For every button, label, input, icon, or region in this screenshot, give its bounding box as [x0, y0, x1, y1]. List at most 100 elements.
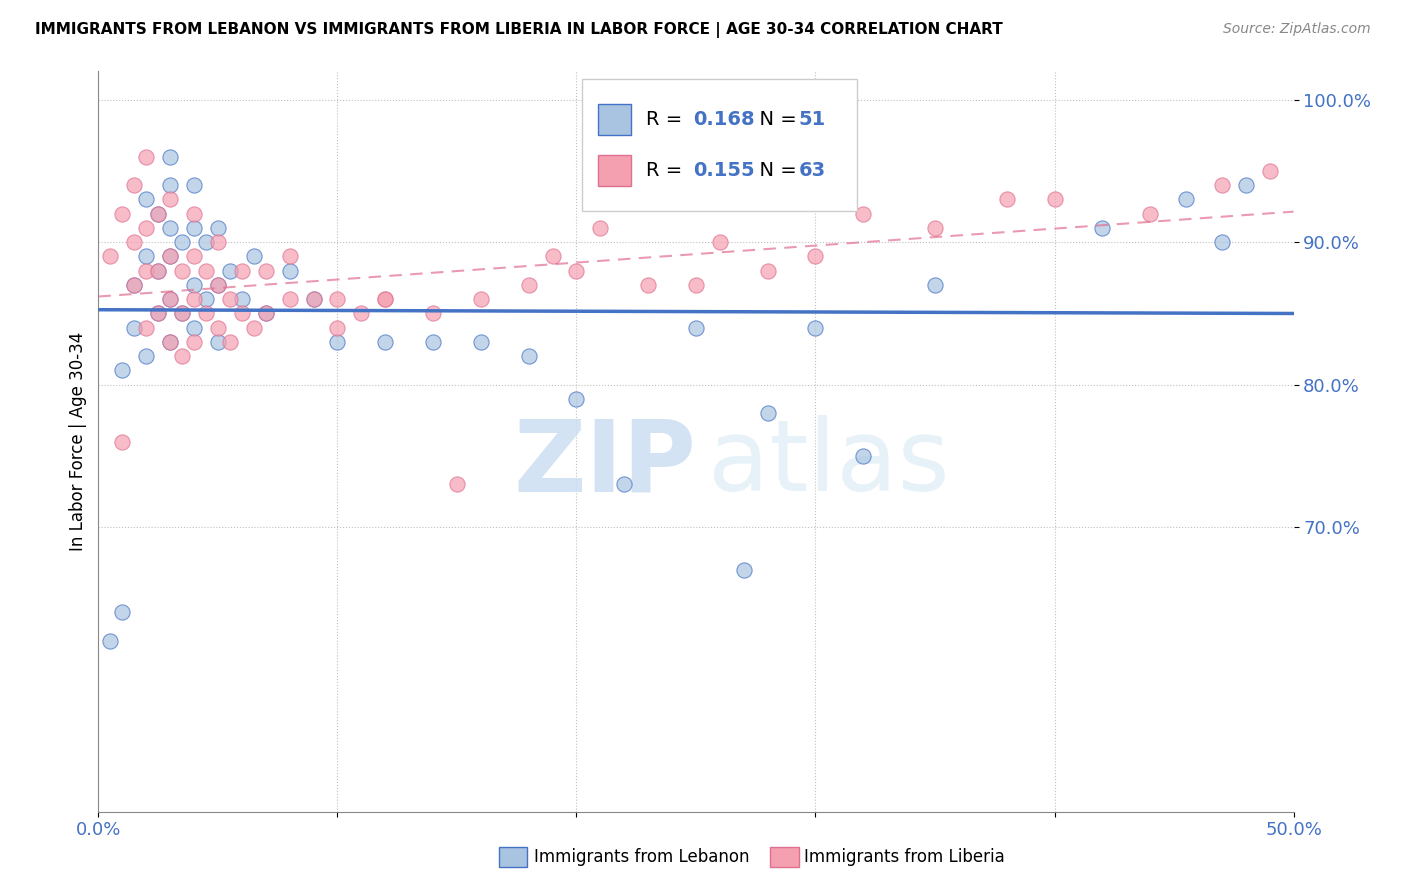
- Point: [374, 292, 396, 306]
- Point: [135, 150, 157, 164]
- Point: [756, 263, 779, 277]
- FancyBboxPatch shape: [582, 78, 858, 211]
- Point: [195, 235, 218, 250]
- Point: [470, 334, 492, 349]
- Point: [589, 221, 612, 235]
- Point: [733, 563, 755, 577]
- Point: [231, 292, 253, 306]
- Point: [637, 277, 659, 292]
- Point: [1234, 178, 1257, 193]
- Point: [613, 477, 636, 491]
- Point: [517, 277, 540, 292]
- Point: [135, 221, 157, 235]
- Point: [183, 249, 205, 264]
- Point: [709, 235, 731, 250]
- Point: [207, 277, 229, 292]
- Text: R =: R =: [645, 111, 689, 129]
- Point: [995, 193, 1018, 207]
- Point: [135, 249, 157, 264]
- Point: [207, 221, 229, 235]
- Point: [350, 306, 373, 320]
- Point: [159, 249, 181, 264]
- Point: [374, 292, 396, 306]
- Point: [207, 320, 229, 334]
- FancyBboxPatch shape: [770, 847, 799, 867]
- Point: [278, 292, 301, 306]
- Point: [111, 363, 134, 377]
- Point: [111, 207, 134, 221]
- Point: [302, 292, 325, 306]
- Point: [135, 320, 157, 334]
- Point: [159, 178, 181, 193]
- Point: [254, 263, 277, 277]
- Point: [183, 221, 205, 235]
- Point: [1258, 164, 1281, 178]
- FancyBboxPatch shape: [598, 155, 631, 186]
- Point: [1139, 207, 1161, 221]
- Point: [183, 178, 205, 193]
- Point: [183, 320, 205, 334]
- Point: [183, 334, 205, 349]
- Point: [924, 277, 946, 292]
- FancyBboxPatch shape: [499, 847, 527, 867]
- Point: [852, 449, 875, 463]
- Point: [124, 320, 146, 334]
- Point: [804, 320, 827, 334]
- Point: [219, 292, 242, 306]
- Point: [219, 263, 242, 277]
- Text: Source: ZipAtlas.com: Source: ZipAtlas.com: [1223, 22, 1371, 37]
- Text: atlas: atlas: [709, 416, 949, 512]
- Point: [148, 306, 170, 320]
- Point: [195, 263, 218, 277]
- Point: [565, 263, 588, 277]
- Text: 63: 63: [799, 161, 825, 180]
- Point: [124, 178, 146, 193]
- Text: N =: N =: [748, 161, 803, 180]
- Point: [278, 263, 301, 277]
- Point: [1175, 193, 1198, 207]
- Point: [685, 277, 707, 292]
- Y-axis label: In Labor Force | Age 30-34: In Labor Force | Age 30-34: [69, 332, 87, 551]
- Point: [148, 263, 170, 277]
- Point: [183, 207, 205, 221]
- Text: 51: 51: [799, 111, 825, 129]
- Point: [172, 263, 194, 277]
- Point: [804, 249, 827, 264]
- FancyBboxPatch shape: [598, 104, 631, 136]
- Point: [1211, 235, 1233, 250]
- Point: [207, 334, 229, 349]
- Point: [172, 306, 194, 320]
- Point: [135, 263, 157, 277]
- Point: [231, 306, 253, 320]
- Point: [565, 392, 588, 406]
- Point: [98, 249, 122, 264]
- Point: [422, 306, 444, 320]
- Point: [326, 320, 349, 334]
- Point: [685, 320, 707, 334]
- Point: [148, 263, 170, 277]
- Point: [172, 306, 194, 320]
- Point: [159, 150, 181, 164]
- Point: [124, 277, 146, 292]
- Point: [517, 349, 540, 363]
- Text: 0.155: 0.155: [693, 161, 755, 180]
- Point: [1211, 178, 1233, 193]
- Point: [446, 477, 468, 491]
- Point: [231, 263, 253, 277]
- Point: [302, 292, 325, 306]
- Point: [98, 633, 122, 648]
- Point: [195, 292, 218, 306]
- Point: [254, 306, 277, 320]
- Point: [541, 249, 564, 264]
- Point: [159, 334, 181, 349]
- Point: [243, 249, 266, 264]
- Point: [207, 235, 229, 250]
- Point: [124, 277, 146, 292]
- Text: Immigrants from Liberia: Immigrants from Liberia: [804, 848, 1005, 866]
- Point: [172, 349, 194, 363]
- Point: [111, 606, 134, 620]
- Point: [135, 349, 157, 363]
- Point: [159, 221, 181, 235]
- Point: [1091, 221, 1114, 235]
- Point: [159, 292, 181, 306]
